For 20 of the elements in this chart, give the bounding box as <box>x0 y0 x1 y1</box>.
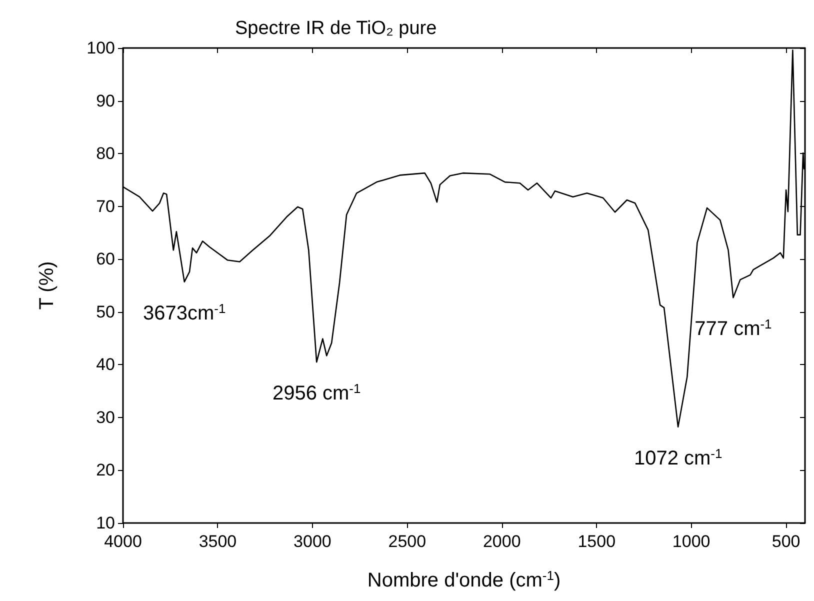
y-tick-label: 40 <box>96 355 115 374</box>
y-tick-label: 50 <box>96 302 115 322</box>
x-tick-label: 3500 <box>198 532 237 551</box>
x-tick-label: 3000 <box>294 532 332 551</box>
x-tick-label: 1000 <box>672 532 710 551</box>
x-tick-label: 4000 <box>104 532 142 551</box>
y-tick-label: 20 <box>96 460 115 480</box>
y-tick-label: 60 <box>96 250 115 269</box>
y-tick-label: 70 <box>96 196 115 216</box>
y-tick-label: 100 <box>86 38 115 58</box>
y-tick-label: 80 <box>96 144 115 164</box>
x-tick-label: 2000 <box>482 532 521 551</box>
y-axis-title: T (%) <box>36 261 58 310</box>
y-tick-label: 10 <box>96 514 115 532</box>
y-tick-label: 30 <box>96 408 115 427</box>
x-tick-label: 2500 <box>388 532 426 551</box>
x-tick-label: 500 <box>772 532 800 551</box>
chart-title: Spectre IR de TiO₂ pure <box>235 18 437 39</box>
y-tick-label: 90 <box>96 91 115 110</box>
x-tick-label: 1500 <box>578 532 616 551</box>
